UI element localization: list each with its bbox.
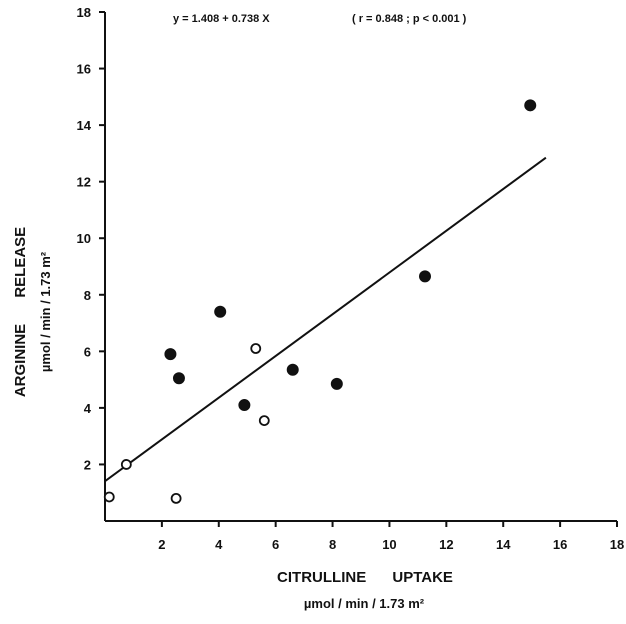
points-group	[103, 99, 537, 504]
y-axis-unit: µmol / min / 1.73 m²	[38, 251, 53, 372]
open-data-point	[170, 492, 182, 504]
filled-data-point	[419, 270, 431, 283]
filled-data-point	[214, 305, 227, 318]
x-axis-title: CITRULLINE UPTAKE	[277, 569, 453, 586]
open-data-point	[103, 491, 115, 503]
x-tick-label: 12	[439, 537, 453, 552]
y-tick-label: 16	[77, 62, 91, 77]
y-tick-label: 18	[77, 5, 91, 20]
x-tick-label: 10	[382, 537, 396, 552]
x-tick-label: 6	[272, 537, 279, 552]
regression-stats: ( r = 0.848 ; p < 0.001 )	[352, 13, 467, 25]
x-tick-label: 2	[158, 537, 165, 552]
y-tick-label: 2	[84, 457, 91, 472]
filled-data-point	[172, 372, 185, 385]
x-tick-label: 16	[553, 537, 567, 552]
open-data-point	[250, 343, 262, 354]
filled-data-point	[330, 377, 343, 390]
filled-data-point	[164, 348, 177, 361]
x-tick-label: 14	[496, 537, 511, 552]
filled-data-point	[286, 363, 299, 376]
y-tick-label: 8	[84, 288, 91, 303]
filled-data-point	[524, 99, 537, 112]
tick-labels-group: 2 4 6 8 10 12 14 16 18 2 4 6 8 10 12 14 16 18	[77, 5, 625, 552]
y-tick-label: 10	[77, 231, 91, 246]
x-tick-label: 8	[329, 537, 336, 552]
y-axis-title: ARGININE RELEASE	[12, 227, 29, 397]
open-data-point	[120, 459, 132, 470]
ticks-group	[99, 11, 618, 527]
y-tick-label: 14	[77, 118, 92, 133]
x-axis-unit: µmol / min / 1.73 m²	[304, 596, 425, 611]
open-data-point	[258, 415, 270, 427]
regression-line	[104, 156, 547, 482]
regression-equation: y = 1.408 + 0.738 X	[173, 13, 270, 25]
y-tick-label: 6	[84, 344, 91, 359]
y-tick-label: 12	[77, 175, 91, 190]
x-tick-label: 4	[215, 537, 223, 552]
y-tick-label: 4	[84, 401, 92, 416]
filled-data-point	[238, 399, 251, 412]
x-tick-label: 18	[610, 537, 624, 552]
